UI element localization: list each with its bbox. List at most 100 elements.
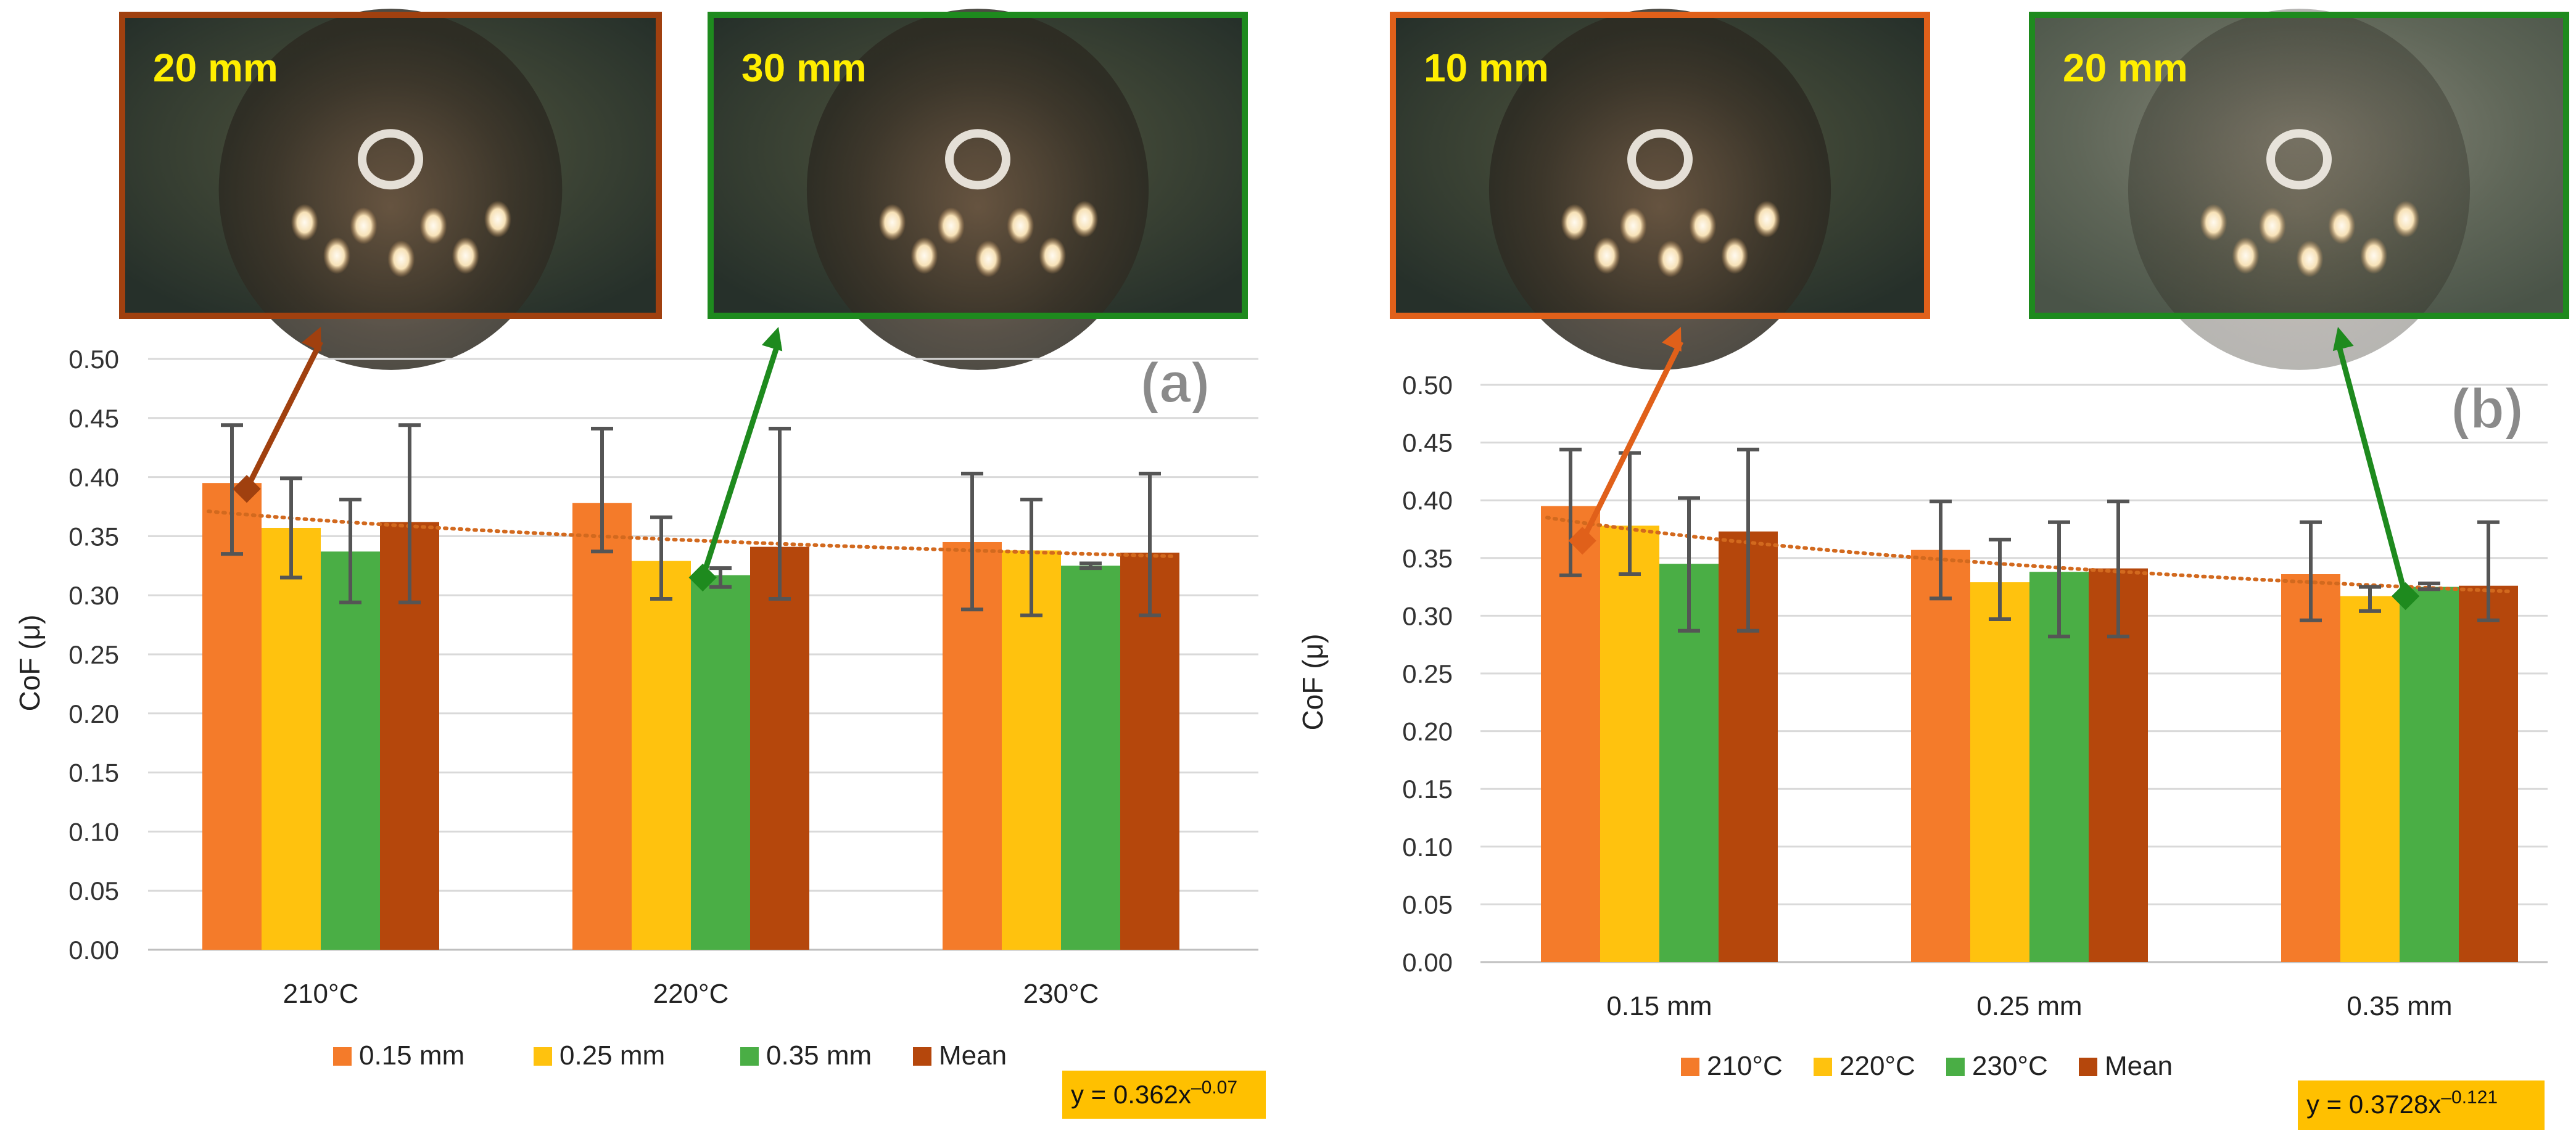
bar (1120, 553, 1179, 950)
reflection-spot (452, 237, 479, 274)
y-tick-label: 0.00 (68, 936, 119, 965)
pointer-arrow (1568, 327, 1684, 555)
legend-label: 220°C (1839, 1051, 1915, 1081)
equation-text: y = 0.362x–0.07 (1071, 1077, 1237, 1109)
y-tick-label: 0.40 (1402, 486, 1453, 515)
reflection-spot (975, 240, 1002, 278)
reflection-spot (387, 240, 415, 278)
error-bar (769, 427, 791, 601)
y-tick-label: 0.10 (1402, 833, 1453, 862)
bar (1600, 525, 1659, 962)
error-bar (1080, 561, 1102, 570)
y-tick-label: 0.40 (68, 463, 119, 492)
category-label: 0.25 mm (1976, 991, 2082, 1021)
reflection-spot (2360, 237, 2388, 274)
arrow-head (1662, 327, 1682, 352)
photo-border (119, 12, 662, 319)
error-bar (280, 476, 302, 580)
legend-swatch (1814, 1058, 1832, 1076)
error-bar (1989, 537, 2011, 622)
legend-swatch (534, 1047, 552, 1066)
arrow-marker (2391, 582, 2420, 611)
legend-item: 230°C (1946, 1051, 2048, 1081)
arrows-layer (233, 327, 2420, 611)
error-bar (650, 515, 672, 601)
legend-item: 210°C (1681, 1051, 1783, 1081)
trendline (207, 509, 1175, 558)
reflection-spot (2296, 240, 2324, 278)
reflection-spot (2258, 207, 2286, 245)
wear-photo: 30 mm (708, 9, 1248, 370)
bar (2459, 585, 2518, 962)
bar (321, 551, 380, 950)
category-label: 230°C (1023, 979, 1099, 1009)
legend-swatch (913, 1047, 931, 1066)
y-tick-label: 0.25 (1402, 659, 1453, 688)
bar (2400, 587, 2459, 962)
y-tick-label: 0.20 (68, 699, 119, 728)
wear-photo: 10 mm (1390, 9, 1930, 370)
legend-label: 0.35 mm (766, 1040, 872, 1071)
bar (572, 503, 632, 950)
wear-scar (358, 129, 423, 190)
y-tick-label: 0.50 (1402, 371, 1453, 400)
bar (1970, 582, 2029, 962)
reflection-spot (1657, 240, 1685, 278)
error-bar (1619, 451, 1641, 577)
error-bar (591, 427, 613, 554)
bar (202, 483, 262, 950)
arrow-marker (688, 563, 717, 592)
error-bar (2048, 520, 2070, 639)
error-bar (398, 423, 421, 604)
reflection-spot (350, 207, 378, 245)
y-axis-label: CoF (μ) (1297, 634, 1329, 731)
reflection-spot (1593, 237, 1620, 274)
y-tick-label: 0.25 (68, 640, 119, 669)
reflection-spot (419, 207, 447, 245)
panel-label: (b) (2451, 377, 2523, 440)
reflection-spot (937, 207, 965, 245)
photo-border (708, 12, 1248, 319)
legend-item: 0.35 mm (740, 1040, 872, 1071)
category-label: 210°C (283, 979, 359, 1009)
error-bar (1020, 498, 1042, 617)
error-bar (961, 471, 983, 612)
legend-swatch (1946, 1058, 1965, 1076)
pointer-arrow (688, 327, 783, 592)
reflection-spot (2328, 207, 2356, 245)
wear-scar (2266, 129, 2332, 190)
reflection-spot (910, 237, 938, 274)
trendline (1545, 516, 2514, 594)
legend-label: 210°C (1707, 1051, 1783, 1081)
y-tick-label: 0.35 (68, 522, 119, 551)
bar (2340, 596, 2400, 962)
reflection-spot (1071, 200, 1099, 238)
error-bar (221, 423, 243, 556)
reflection-spot (1619, 207, 1647, 245)
legend-item: 0.25 mm (534, 1040, 665, 1071)
chart-panel-b: 0.00 0.05 0.10 0.15 0.20 0.25 0.30 0.35 0.40 0.45… (1297, 371, 2548, 1130)
reflection-spot (484, 200, 511, 238)
photos-layer: 20 mm 30 mm 10 mm 20 mm (119, 9, 2569, 370)
bar (1061, 566, 1120, 950)
y-tick-label: 0.30 (1402, 601, 1453, 630)
error-bar (339, 498, 361, 604)
bar (262, 527, 321, 950)
equation-base: y = 0.362x (1071, 1080, 1191, 1109)
arrow-marker (1568, 527, 1596, 555)
legend: 210°C 220°C 230°C Mean (1681, 1051, 2173, 1081)
pointer-arrow (2332, 327, 2420, 611)
legend: 0.15 mm 0.25 mm 0.35 mm Mean (333, 1040, 1007, 1071)
legend-item: 220°C (1814, 1051, 1915, 1081)
photo-border (2029, 12, 2569, 319)
reflection-spot (291, 204, 318, 241)
error-bar (2477, 520, 2500, 622)
category-label: 0.35 mm (2347, 991, 2452, 1021)
equation-box (1062, 1071, 1266, 1119)
trend-equation: y = 0.362x–0.07 (1062, 1071, 1266, 1119)
bar (1911, 549, 1970, 962)
y-tick-label: 0.45 (68, 404, 119, 433)
bar (1541, 506, 1600, 962)
category-label: 220°C (653, 979, 729, 1009)
legend-swatch (333, 1047, 352, 1066)
